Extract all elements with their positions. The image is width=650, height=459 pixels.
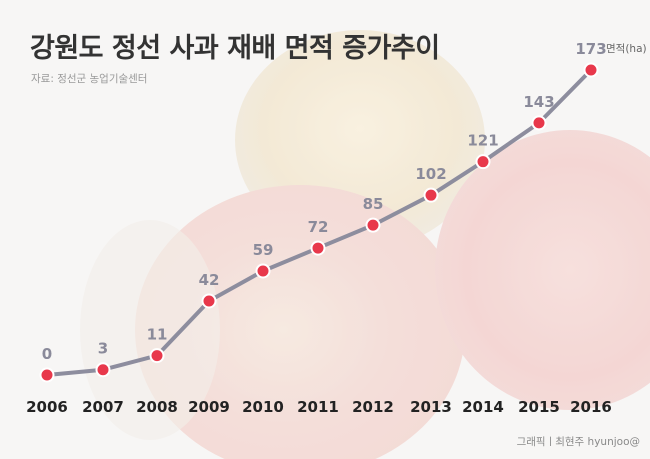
data-label: 173 — [575, 40, 606, 58]
chart-title: 강원도 정선 사과 재배 면적 증가추이 — [30, 33, 440, 64]
data-point — [255, 263, 271, 279]
unit-label: 면적(ha) — [606, 43, 647, 55]
x-tick-label: 2016 — [570, 398, 612, 416]
data-point — [423, 187, 439, 203]
data-point — [531, 115, 547, 131]
data-label: 72 — [308, 218, 329, 236]
data-label: 59 — [253, 241, 274, 259]
data-point — [201, 293, 217, 309]
data-point — [39, 367, 55, 383]
x-tick-label: 2011 — [297, 398, 339, 416]
source-note: 자료: 정선군 농업기술센터 — [31, 73, 148, 85]
x-tick-label: 2008 — [136, 398, 178, 416]
data-label: 143 — [523, 93, 554, 111]
x-tick-label: 2010 — [242, 398, 284, 416]
x-tick-label: 2009 — [188, 398, 230, 416]
data-point — [310, 240, 326, 256]
data-label: 3 — [98, 340, 108, 358]
data-label: 102 — [415, 165, 446, 183]
data-point — [583, 62, 599, 78]
data-label: 0 — [42, 345, 52, 363]
x-tick-label: 2007 — [82, 398, 124, 416]
x-tick-label: 2013 — [410, 398, 452, 416]
data-point — [149, 348, 165, 364]
data-point — [365, 217, 381, 233]
data-point — [95, 362, 111, 378]
data-label: 85 — [363, 195, 384, 213]
x-tick-label: 2014 — [462, 398, 504, 416]
data-label: 121 — [467, 132, 498, 150]
data-label: 11 — [147, 326, 168, 344]
data-point — [475, 154, 491, 170]
x-tick-label: 2015 — [518, 398, 560, 416]
graphic-credit: 그래픽ㅣ최현주 hyunjoo@ — [516, 436, 640, 448]
data-label: 42 — [199, 271, 220, 289]
x-tick-label: 2012 — [352, 398, 394, 416]
x-tick-label: 2006 — [26, 398, 68, 416]
